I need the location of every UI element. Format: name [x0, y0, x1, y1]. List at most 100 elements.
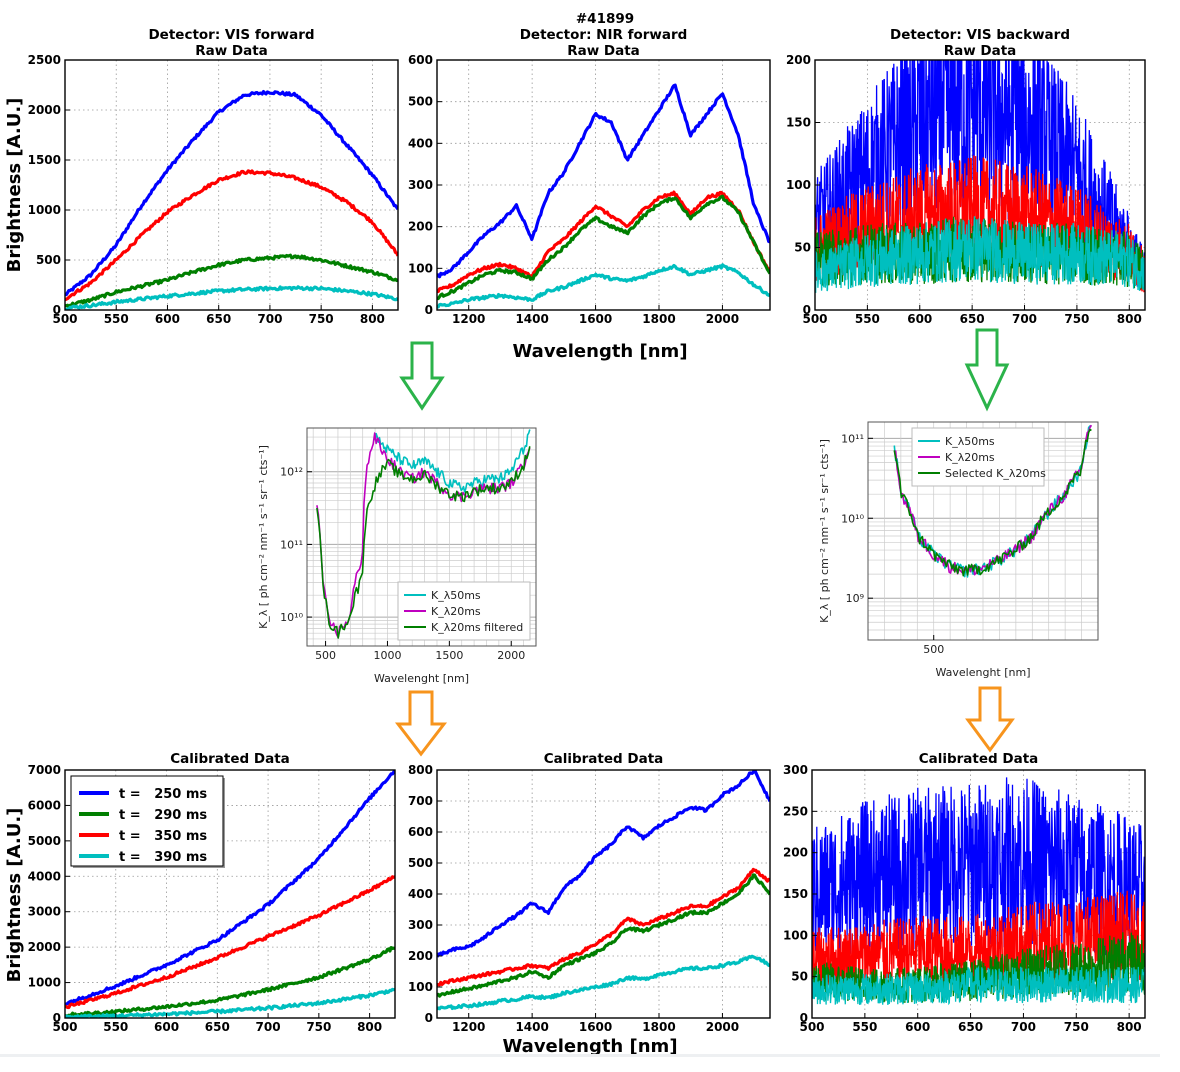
- axes-frame: [64, 59, 399, 311]
- y-tick-label: 10¹⁰: [841, 512, 864, 525]
- y-tick-label: 200: [783, 846, 808, 860]
- y-tick-label: 1000: [28, 976, 61, 990]
- y-tick-label: 700: [408, 794, 433, 808]
- panel-cal-vis-forward: 500 550 600 650 700 750 800 0 1000 2000 3000 4000 50…: [28, 751, 396, 1034]
- y-tick-label: 300: [408, 918, 433, 932]
- x-tick-label: 1800: [642, 312, 675, 326]
- legend-label: K_λ20ms filtered: [431, 621, 523, 634]
- bottom-xlabel: Wavelength [nm]: [502, 1036, 677, 1057]
- x-tick-label: 750: [1064, 1020, 1089, 1034]
- series-t-350-ms: [65, 875, 395, 1010]
- x-tick-label: 1400: [515, 312, 548, 326]
- x-tick-label: 750: [306, 1020, 331, 1034]
- x-tick-label: 650: [205, 1020, 230, 1034]
- ticks: 500 1000 1500 2000 10¹⁰ 10¹¹ 10¹²: [280, 466, 525, 662]
- x-tick-label: 500: [802, 312, 827, 326]
- legend-label: t = 290 ms: [119, 808, 207, 823]
- series-cyan: [812, 965, 1145, 1006]
- x-tick-label: 600: [905, 1020, 930, 1034]
- y-tick-label: 10⁹: [846, 592, 864, 605]
- legend-label: Selected K_λ20ms: [945, 467, 1046, 480]
- legend-label: K_λ50ms: [431, 589, 481, 602]
- legend: K_λ50ms K_λ20ms Selected K_λ20ms: [911, 427, 1046, 487]
- y-tick-label: 100: [408, 261, 433, 275]
- x-tick-label: 2000: [706, 312, 739, 326]
- y-tick-label: 10¹¹: [280, 538, 303, 551]
- panel-calibration-vis: 500 10⁹ 10¹⁰ 10¹¹ Wavelenght [nm] K_λ [ ph cm…: [818, 421, 1099, 679]
- y-tick-label: 50: [791, 970, 808, 984]
- x-tick-label: 1800: [642, 1020, 675, 1034]
- series-blue: [65, 89, 398, 297]
- y-axis-label: K_λ [ ph cm⁻² nm⁻¹ s⁻¹ sr⁻¹ cts⁻¹]: [818, 439, 831, 623]
- x-tick-label: 500: [923, 643, 944, 656]
- legend-label: t = 390 ms: [119, 850, 207, 865]
- y-tick-label: 6000: [28, 798, 61, 812]
- ticks: 500 10⁹ 10¹⁰ 10¹¹: [841, 432, 944, 656]
- y-tick-label: 10¹⁰: [280, 611, 303, 624]
- x-tick-label: 500: [52, 312, 77, 326]
- y-tick-label: 5000: [28, 834, 61, 848]
- series-k-50ms: [374, 429, 531, 493]
- series-red: [437, 867, 770, 987]
- chart-title: Detector: VIS forward: [148, 27, 314, 43]
- x-tick-label: 650: [960, 312, 985, 326]
- y-tick-label: 300: [783, 763, 808, 777]
- y-tick-label: 200: [408, 220, 433, 234]
- y-tick-label: 0: [803, 303, 811, 317]
- y-tick-label: 500: [408, 856, 433, 870]
- y-tick-label: 250: [783, 804, 808, 818]
- y-tick-label: 150: [783, 887, 808, 901]
- y-tick-label: 0: [425, 1011, 433, 1025]
- panel-cal-vis-backward: 500 550 600 650 700 750 800 0 50 100 150 200 250 300 C…: [783, 751, 1146, 1034]
- series-group: [65, 89, 398, 310]
- y-tick-label: 300: [408, 178, 433, 192]
- series-green: [65, 253, 398, 309]
- x-tick-label: 800: [1117, 312, 1142, 326]
- y-tick-label: 2000: [28, 103, 61, 117]
- x-axis-label: Wavelenght [nm]: [935, 666, 1030, 679]
- x-tick-label: 750: [1064, 312, 1089, 326]
- y-tick-label: 100: [408, 980, 433, 994]
- y-tick-label: 400: [408, 887, 433, 901]
- ticks: 500 550 600 650 700 750 8000500100015002000250…: [28, 53, 385, 326]
- arrow-green-left: [399, 341, 445, 411]
- ticks: 1200 1400 1600 1800 2000 0 100 200 300 400 500 600 7…: [408, 763, 739, 1034]
- series-group: [437, 83, 770, 309]
- panel-cal-nir: 1200 1400 1600 1800 2000 0 100 200 300 400 500 600 7…: [408, 751, 771, 1034]
- series-group: [815, 60, 1145, 293]
- y-axis-label: K_λ [ ph cm⁻² nm⁻¹ s⁻¹ sr⁻¹ cts⁻¹]: [257, 445, 270, 629]
- legend: K_λ50ms K_λ20ms K_λ20ms filtered: [397, 581, 531, 641]
- x-tick-label: 800: [1117, 1020, 1142, 1034]
- x-tick-label: 650: [958, 1020, 983, 1034]
- y-tick-label: 10¹¹: [841, 432, 864, 445]
- series-red: [65, 169, 398, 302]
- x-tick-label: 800: [360, 312, 385, 326]
- panel-calibration-nir: 500 1000 1500 2000 10¹⁰ 10¹¹ 10¹² Wavelenght [n…: [257, 427, 537, 685]
- x-tick-label: 550: [852, 1020, 877, 1034]
- series-green: [437, 873, 770, 998]
- chart-title: Calibrated Data: [544, 751, 664, 767]
- x-tick-label: 1200: [452, 312, 485, 326]
- y-tick-label: 3000: [28, 905, 61, 919]
- y-tick-label: 7000: [28, 763, 61, 777]
- series-t-390-ms: [65, 987, 395, 1018]
- y-tick-label: 10¹²: [280, 466, 303, 479]
- series-cyan: [65, 285, 398, 310]
- series-group: [812, 777, 1145, 1006]
- main-xlabel: Wavelength [nm]: [512, 341, 687, 362]
- grid: [437, 769, 770, 1019]
- y-tick-label: 0: [800, 1011, 808, 1025]
- y-tick-label: 0: [53, 1011, 61, 1025]
- panel-raw-vis-forward: 500 550 600 650 700 750 8000500100015002000250…: [28, 27, 399, 326]
- x-tick-label: 1200: [452, 1020, 485, 1034]
- series-blue: [437, 770, 770, 958]
- y-tick-label: 200: [408, 949, 433, 963]
- main-ylabel: Brightness [A.U.]: [4, 98, 25, 273]
- x-tick-label: 2000: [706, 1020, 739, 1034]
- x-tick-label: 600: [907, 312, 932, 326]
- chart-subtitle: Raw Data: [195, 43, 268, 59]
- series-group: [893, 424, 1093, 578]
- arrow-orange-left: [394, 690, 448, 757]
- x-tick-label: 700: [1011, 1020, 1036, 1034]
- series-blue: [812, 777, 1145, 958]
